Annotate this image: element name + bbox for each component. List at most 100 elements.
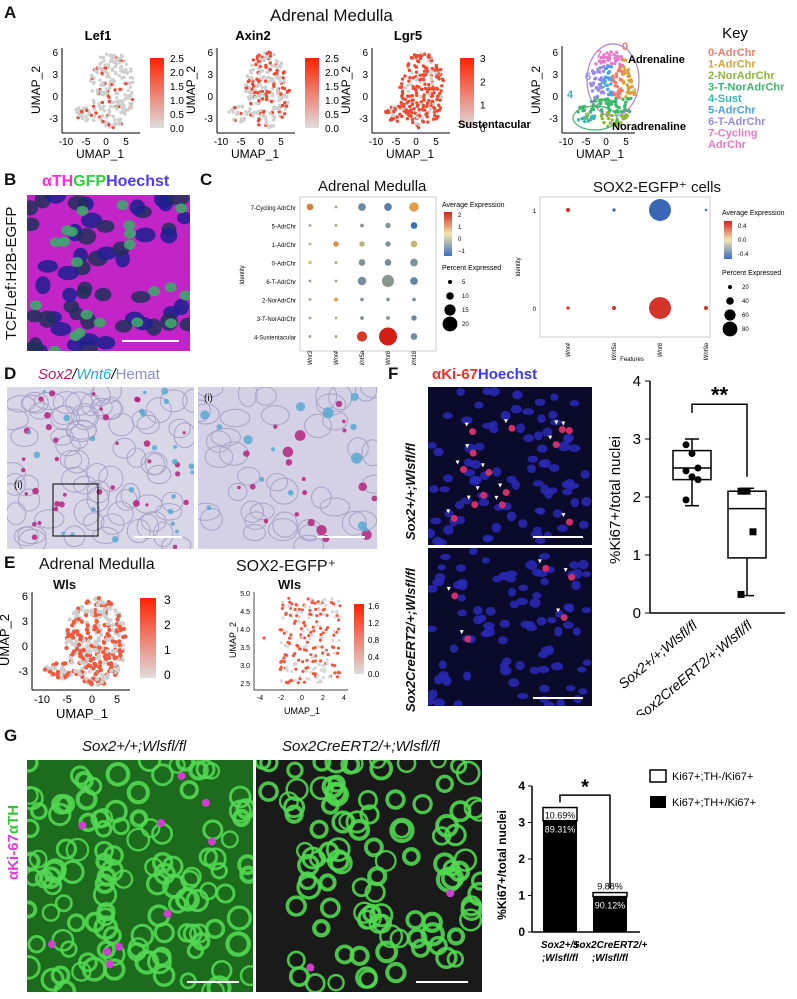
dot bbox=[386, 297, 390, 302]
cell-outline bbox=[210, 862, 228, 880]
umap-point bbox=[122, 103, 126, 108]
panel-b-side-label: TCF/Lef:H2B-EGFP bbox=[3, 206, 20, 340]
umap-point bbox=[302, 680, 307, 684]
umap-point bbox=[437, 91, 442, 96]
nucleus bbox=[492, 575, 503, 583]
umap-point bbox=[422, 52, 427, 56]
avg-tick: 1 bbox=[458, 225, 462, 231]
nucleus bbox=[518, 519, 528, 528]
umap-point bbox=[254, 110, 259, 115]
umap-point bbox=[78, 672, 83, 677]
cell-outline bbox=[50, 965, 71, 986]
key-point bbox=[609, 90, 613, 94]
identity-label: 0-AdrChr bbox=[272, 262, 296, 268]
umap-point bbox=[94, 111, 98, 115]
umap-point bbox=[410, 102, 415, 107]
cell-outline bbox=[311, 486, 332, 509]
umap-point bbox=[81, 660, 87, 666]
x-tick-label: ;Wlsfl/fl bbox=[542, 953, 578, 964]
significance-stars: ** bbox=[711, 382, 729, 407]
y-axis-label: Identity bbox=[516, 257, 522, 276]
wnt6-dot bbox=[63, 414, 71, 422]
umap-point bbox=[85, 623, 90, 628]
y-axis-label: UMAP_2 bbox=[0, 614, 12, 666]
panel-g-col2-label: Sox2CreERT2/+;Wlsfl/fl bbox=[282, 738, 440, 755]
umap-point bbox=[264, 55, 269, 60]
cell-outline bbox=[375, 940, 399, 964]
ki67-nucleus bbox=[502, 489, 510, 497]
sox2-dot bbox=[294, 512, 300, 517]
umap-point bbox=[249, 95, 254, 99]
y-axis-label: %Ki67+/total nuclei bbox=[495, 810, 509, 920]
key-point bbox=[608, 121, 612, 125]
umap-point bbox=[316, 674, 320, 678]
cell-outline bbox=[151, 763, 174, 787]
umap-point bbox=[120, 107, 125, 111]
umap-point bbox=[227, 110, 231, 114]
umap-point bbox=[116, 118, 121, 122]
wnt6-dot bbox=[163, 398, 169, 405]
key-point bbox=[602, 53, 606, 57]
arrowhead bbox=[563, 568, 568, 573]
cell-outline bbox=[203, 847, 227, 871]
cell-outline bbox=[237, 854, 253, 876]
umap-point bbox=[92, 100, 96, 105]
cell-outline bbox=[459, 908, 482, 932]
key-point bbox=[597, 82, 602, 87]
umap-point bbox=[297, 647, 302, 651]
cell-outline bbox=[348, 510, 377, 532]
avg-tick: 0.0 bbox=[738, 238, 747, 244]
wnt6-dot bbox=[295, 402, 306, 412]
identity-label: 1 bbox=[533, 209, 537, 215]
umap-point bbox=[111, 104, 116, 109]
umap-point bbox=[426, 82, 431, 87]
nucleus bbox=[441, 675, 452, 686]
umap-point bbox=[120, 54, 124, 59]
umap-point bbox=[331, 638, 335, 642]
umap-point bbox=[86, 639, 91, 644]
y-tick: -3 bbox=[549, 114, 558, 125]
cell-outline bbox=[75, 405, 97, 428]
umap-point bbox=[114, 71, 118, 76]
nucleus bbox=[577, 666, 587, 673]
cell-outline bbox=[304, 413, 332, 439]
cell-outline bbox=[174, 887, 198, 910]
panel-label-f: F bbox=[388, 364, 399, 383]
gfp-nucleus bbox=[93, 317, 106, 328]
umap-point bbox=[102, 58, 106, 63]
region-noradrenaline: Noradrenaline bbox=[612, 121, 686, 133]
umap-point bbox=[415, 84, 419, 88]
gfp-nucleus bbox=[57, 236, 70, 247]
umap-point bbox=[312, 629, 316, 633]
umap-point bbox=[279, 640, 283, 645]
dot bbox=[308, 224, 312, 227]
wnt6-dot bbox=[188, 463, 194, 470]
umap-point bbox=[103, 63, 107, 67]
nucleus bbox=[440, 553, 451, 561]
nucleus bbox=[505, 574, 517, 583]
umap-point bbox=[311, 646, 316, 650]
nucleus bbox=[453, 700, 463, 706]
umap-point bbox=[104, 89, 108, 93]
cell-outline bbox=[60, 859, 85, 885]
ki67-nucleus bbox=[480, 491, 488, 499]
cell-outline bbox=[351, 877, 372, 898]
umap-point bbox=[276, 91, 280, 95]
umap-point bbox=[294, 662, 299, 666]
umap-point bbox=[417, 122, 422, 127]
feature-label: Wnt6 bbox=[658, 342, 664, 357]
umap-point bbox=[107, 123, 111, 127]
umap-point bbox=[294, 667, 298, 671]
umap-point bbox=[113, 54, 117, 58]
umap-point bbox=[106, 62, 111, 67]
umap-point bbox=[84, 653, 90, 658]
umap-point bbox=[399, 104, 403, 109]
key-point bbox=[612, 53, 616, 57]
umap-point bbox=[418, 73, 422, 77]
key-legend-item: AdrChr bbox=[708, 139, 747, 151]
feature-label: Wnt16 bbox=[412, 350, 418, 365]
umap-point bbox=[298, 677, 302, 681]
nucleus bbox=[66, 338, 84, 351]
panel-d-svg bbox=[198, 387, 377, 549]
umap-point bbox=[255, 77, 259, 81]
